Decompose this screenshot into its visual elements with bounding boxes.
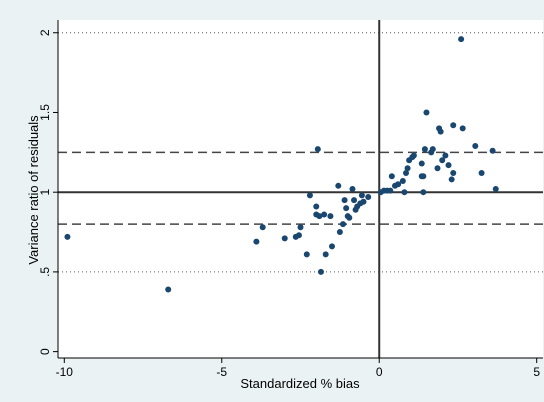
y-tick-label: .5 bbox=[38, 267, 52, 277]
scatter-point bbox=[165, 286, 172, 293]
scatter-point bbox=[448, 176, 455, 183]
scatter-point bbox=[360, 198, 367, 205]
scatter-point bbox=[458, 36, 465, 43]
scatter-point bbox=[420, 173, 427, 180]
plot-area bbox=[58, 20, 543, 358]
y-tick-label: 2 bbox=[38, 29, 52, 36]
scatter-point bbox=[322, 251, 329, 258]
scatter-point bbox=[336, 229, 343, 236]
scatter-point bbox=[259, 224, 266, 231]
scatter-point bbox=[437, 128, 444, 135]
scatter-point bbox=[297, 224, 304, 231]
scatter-point bbox=[450, 122, 457, 129]
scatter-point bbox=[340, 221, 347, 228]
scatter-point bbox=[346, 214, 353, 221]
scatter-point bbox=[295, 232, 302, 239]
scatter-point bbox=[418, 160, 425, 167]
scatter-point bbox=[401, 189, 408, 196]
scatter-point bbox=[472, 142, 479, 149]
scatter-point bbox=[450, 170, 457, 177]
scatter-point bbox=[420, 189, 427, 196]
scatter-point bbox=[410, 152, 417, 159]
scatter-point bbox=[343, 205, 350, 212]
y-tick-label: 0 bbox=[38, 348, 52, 355]
scatter-point bbox=[303, 251, 310, 258]
scatter-point bbox=[388, 173, 395, 180]
x-axis-label: Standardized % bias bbox=[240, 376, 360, 391]
scatter-point bbox=[327, 213, 334, 220]
scatter-point bbox=[445, 162, 452, 169]
scatter-point bbox=[64, 233, 71, 240]
scatter-point bbox=[404, 165, 411, 172]
axes: 0 .5 1 1.5 2 -10 -5 0 5 bbox=[38, 20, 543, 379]
scatter-point bbox=[335, 182, 342, 189]
scatter-point bbox=[429, 146, 436, 153]
scatter-point bbox=[421, 146, 428, 153]
scatter-point bbox=[328, 243, 335, 250]
scatter-point bbox=[341, 197, 348, 204]
x-tick-label: 0 bbox=[376, 365, 383, 379]
scatter-point bbox=[317, 268, 324, 275]
scatter-point bbox=[439, 157, 446, 164]
scatter-point bbox=[349, 186, 356, 192]
scatter-point bbox=[434, 165, 441, 172]
scatter-point bbox=[358, 192, 365, 199]
y-axis-label: Variance ratio of residuals bbox=[26, 115, 41, 265]
scatter-point bbox=[478, 170, 485, 177]
x-tick-label: 5 bbox=[533, 365, 540, 379]
scatter-point bbox=[365, 193, 372, 200]
scatter-point bbox=[387, 187, 394, 194]
scatter-point bbox=[395, 181, 402, 188]
scatter-point bbox=[253, 238, 260, 245]
y-tick-label: 1.5 bbox=[38, 104, 52, 121]
scatter-point bbox=[313, 203, 320, 210]
y-tick-label: 1 bbox=[38, 189, 52, 196]
scatter-point bbox=[399, 178, 406, 185]
scatter-point bbox=[489, 147, 496, 154]
scatter-point bbox=[316, 213, 323, 220]
scatter-point bbox=[442, 152, 449, 159]
scatter-point bbox=[423, 109, 430, 116]
scatter-point bbox=[314, 146, 321, 153]
data-points bbox=[64, 36, 499, 293]
scatter-point bbox=[351, 197, 358, 204]
reference-lines bbox=[58, 20, 543, 358]
scatter-point bbox=[281, 235, 288, 242]
scatter-point bbox=[492, 186, 499, 192]
x-tick-label: -5 bbox=[216, 365, 227, 379]
scatter-point bbox=[403, 170, 410, 177]
scatter-point bbox=[306, 192, 313, 199]
scatter-point bbox=[321, 211, 328, 218]
x-tick-label: -10 bbox=[56, 365, 74, 379]
scatter-point bbox=[459, 125, 466, 132]
